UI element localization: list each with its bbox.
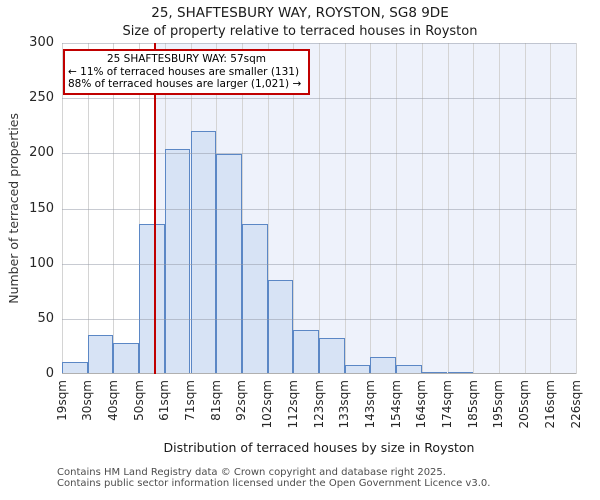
x-tick-label: 92sqm xyxy=(234,380,249,421)
histogram-bar xyxy=(62,361,88,374)
x-tick-label: 133sqm xyxy=(337,380,352,429)
property-size-marker-line xyxy=(154,43,157,374)
x-tick-label: 216sqm xyxy=(542,380,557,429)
vertical-gridline xyxy=(576,43,577,374)
histogram-bar xyxy=(190,131,217,374)
x-tick-label: 226sqm xyxy=(568,380,583,429)
histogram-bar xyxy=(241,223,268,374)
x-tick-label: 81sqm xyxy=(208,380,223,421)
marker-annotation-box: 25 SHAFTESBURY WAY: 57sqm ← 11% of terra… xyxy=(63,49,310,95)
y-tick-label: 150 xyxy=(29,200,54,216)
histogram-bar xyxy=(319,337,345,374)
histogram-bar xyxy=(344,365,371,374)
horizontal-gridline xyxy=(62,263,576,265)
histogram-bar xyxy=(421,371,448,374)
histogram-bar xyxy=(87,335,114,374)
histogram-bar xyxy=(293,329,319,374)
annotation-line-3: 88% of terraced houses are larger (1,021… xyxy=(68,78,302,90)
histogram-bar xyxy=(139,223,165,374)
histogram-bar xyxy=(447,371,474,374)
horizontal-gridline xyxy=(62,318,576,320)
x-tick-label: 185sqm xyxy=(465,380,480,429)
histogram-bar xyxy=(113,343,140,374)
x-tick-label: 205sqm xyxy=(517,380,532,429)
x-tick-label: 102sqm xyxy=(260,380,275,429)
horizontal-gridline xyxy=(62,208,576,210)
histogram-bar xyxy=(164,148,191,374)
y-tick-label: 250 xyxy=(29,90,54,106)
histogram-bar xyxy=(267,280,294,374)
x-tick-label: 71sqm xyxy=(183,380,197,421)
horizontal-gridline xyxy=(62,153,576,155)
x-tick-label: 19sqm xyxy=(54,380,69,421)
x-tick-label: 30sqm xyxy=(80,380,95,421)
y-tick-label: 100 xyxy=(29,255,54,271)
horizontal-gridline xyxy=(62,98,576,100)
annotation-line-2: ← 11% of terraced houses are smaller (13… xyxy=(68,65,300,78)
x-axis-line xyxy=(62,373,576,374)
annotation-line-1: 25 SHAFTESBURY WAY: 57sqm xyxy=(106,53,267,65)
y-tick-label: 300 xyxy=(29,35,54,50)
attribution-footer: Contains HM Land Registry data © Crown c… xyxy=(57,467,490,489)
x-tick-label: 50sqm xyxy=(131,380,146,421)
y-tick-label: 50 xyxy=(37,310,54,326)
x-tick-label: 195sqm xyxy=(491,380,506,429)
chart-subtitle: Size of property relative to terraced ho… xyxy=(122,24,478,39)
x-tick-label: 164sqm xyxy=(414,380,429,429)
chart-title: 25, SHAFTESBURY WAY, ROYSTON, SG8 9DE xyxy=(151,5,449,21)
histogram-plot xyxy=(62,43,577,374)
x-tick-label: 61sqm xyxy=(157,380,172,421)
horizontal-gridline xyxy=(62,43,576,44)
footer-line-2: Contains public sector information licen… xyxy=(57,478,491,489)
y-tick-label: 200 xyxy=(29,145,54,161)
histogram-bar xyxy=(370,357,397,374)
x-axis-title: Distribution of terraced houses by size … xyxy=(163,440,475,455)
x-tick-label: 174sqm xyxy=(440,380,454,429)
y-tick-label: 0 xyxy=(45,366,54,381)
footer-line-1: Contains HM Land Registry data © Crown c… xyxy=(57,467,446,478)
x-tick-label: 123sqm xyxy=(311,380,326,429)
histogram-bar xyxy=(396,365,422,374)
x-tick-label: 112sqm xyxy=(285,380,300,429)
x-tick-label: 154sqm xyxy=(388,380,403,429)
x-tick-label: 143sqm xyxy=(362,380,377,429)
x-tick-label: 40sqm xyxy=(105,380,120,421)
